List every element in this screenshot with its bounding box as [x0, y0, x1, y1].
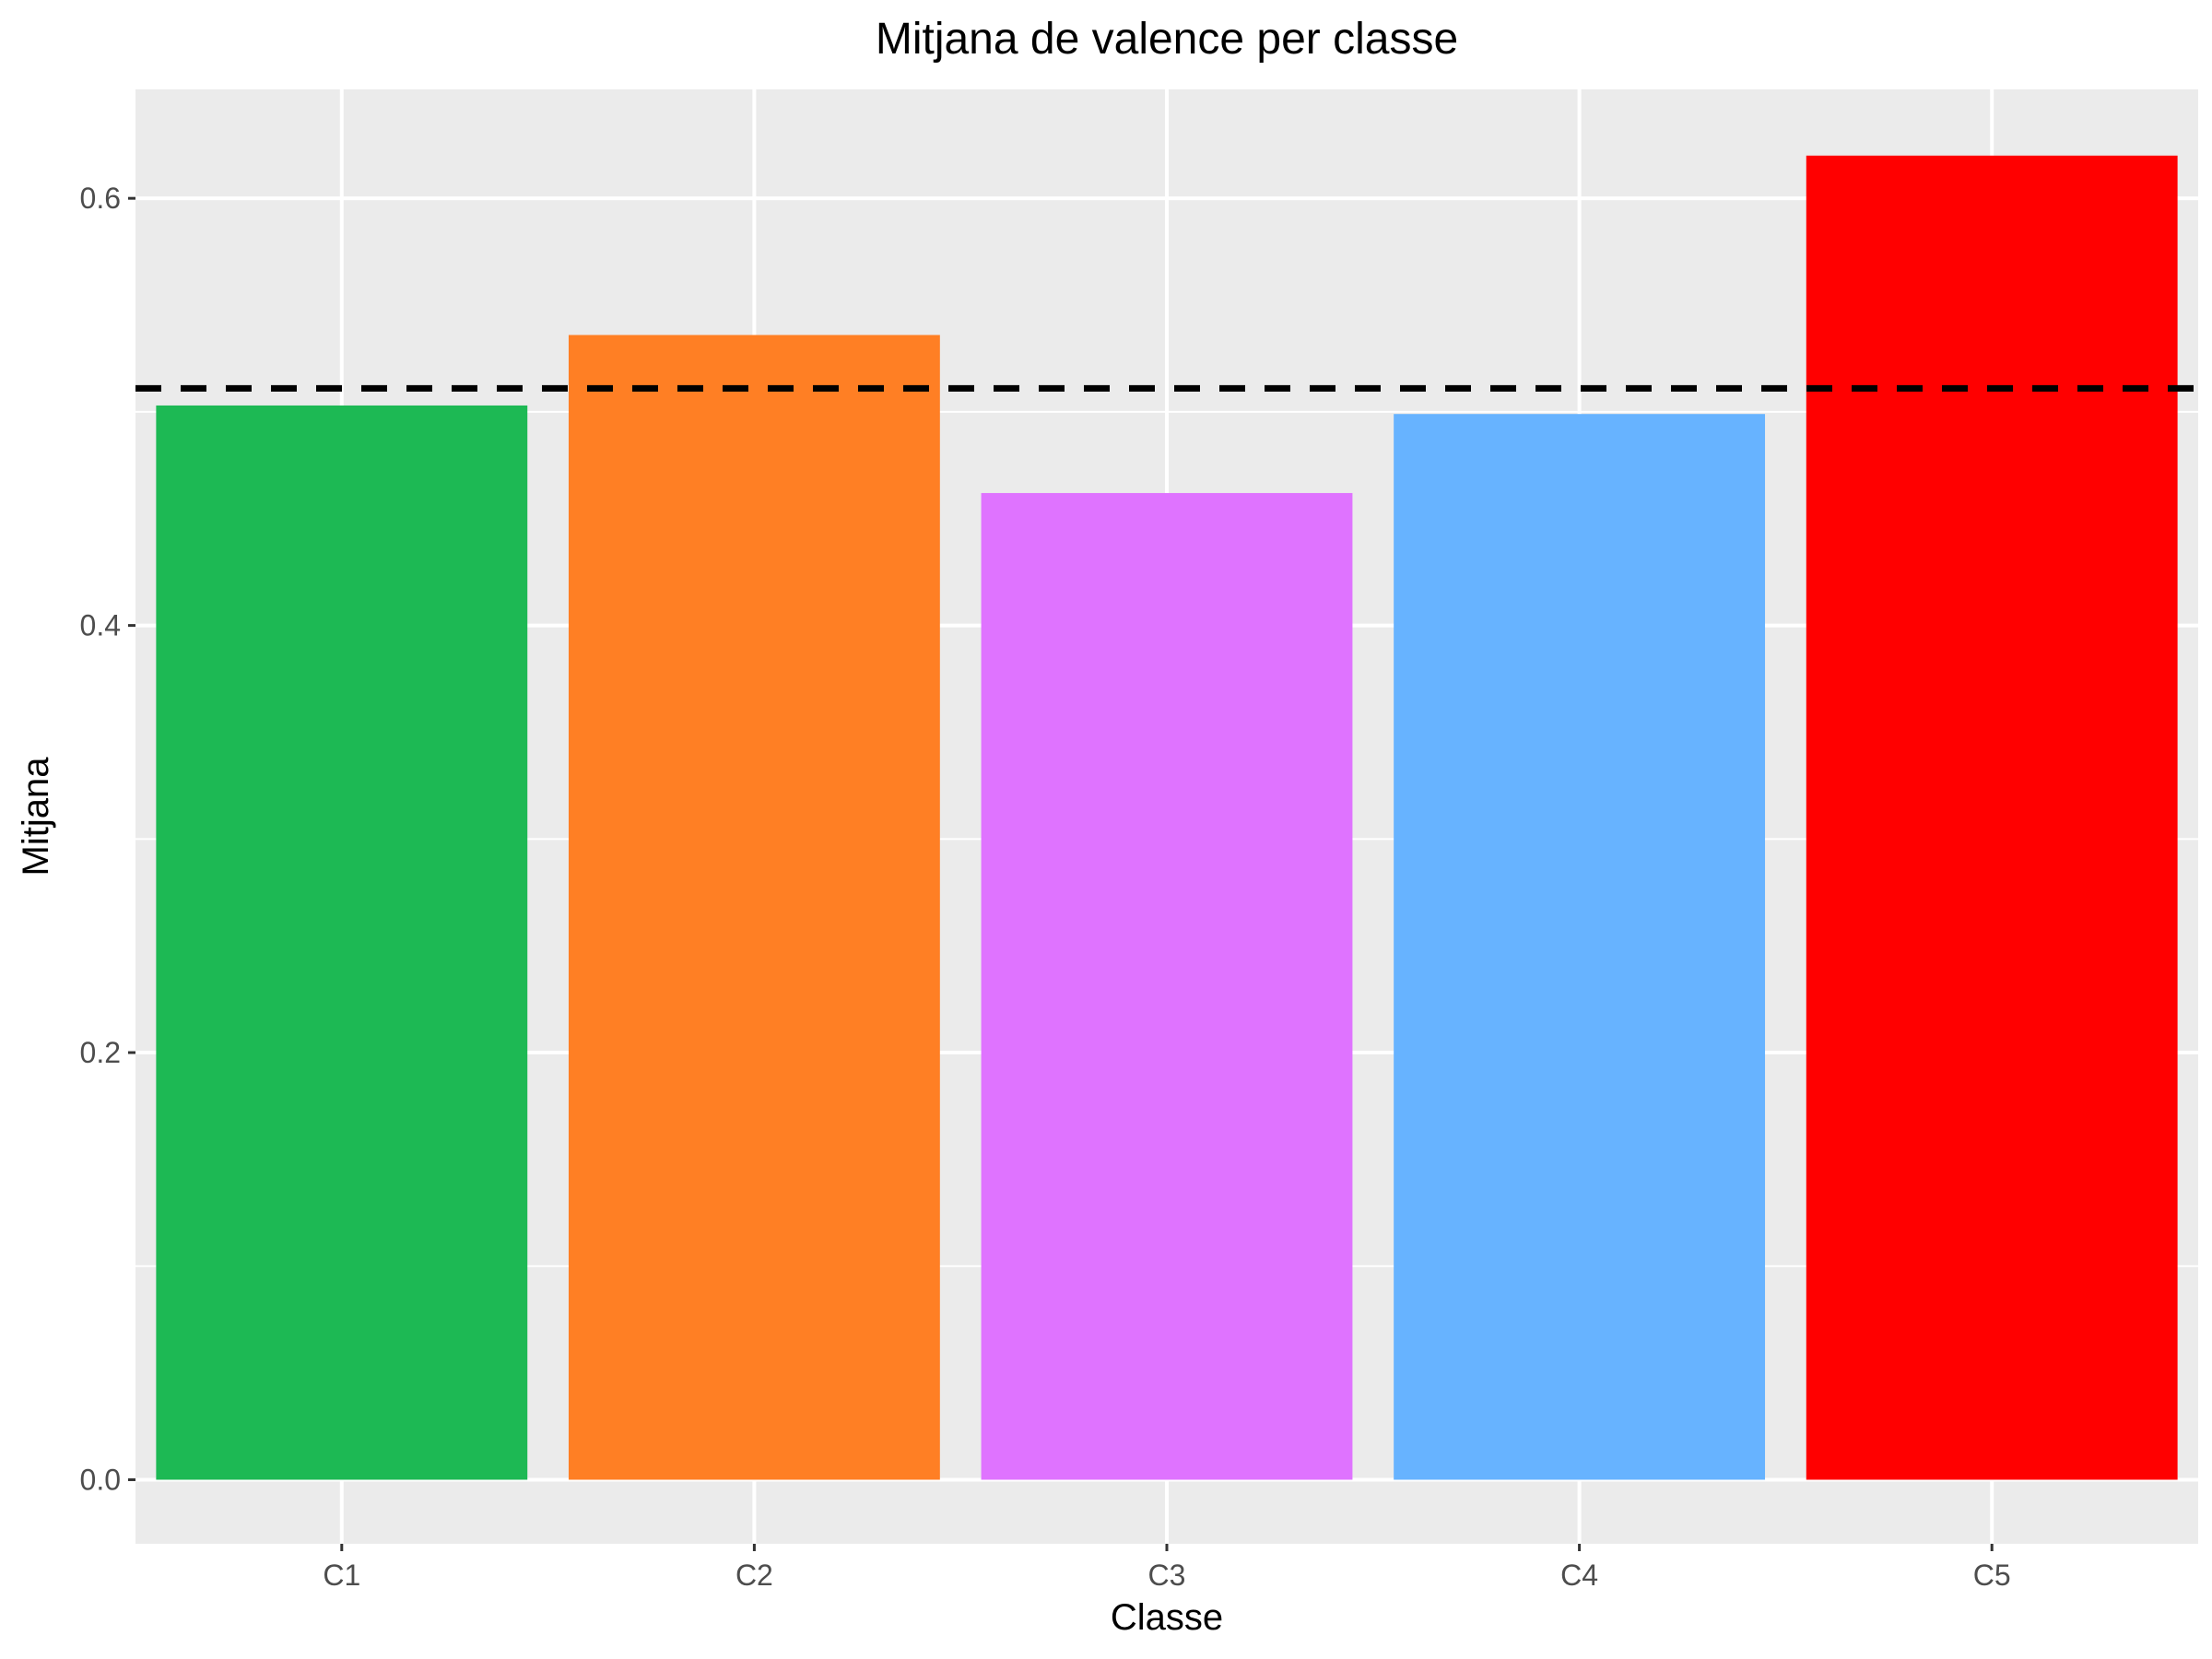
bars	[156, 155, 2178, 1480]
bar-c1	[156, 405, 528, 1480]
y-tick-label: 0.6	[80, 182, 121, 215]
y-tick-label: 0.4	[80, 609, 121, 642]
x-tick-label-c3: C3	[1148, 1559, 1186, 1592]
x-tick-label-c1: C1	[323, 1559, 360, 1592]
x-axis-title: Classe	[1111, 1597, 1223, 1638]
bar-c4	[1394, 414, 1766, 1480]
bar-c5	[1806, 155, 2178, 1480]
x-axis: C1 C2 C3 C4 C5	[323, 1544, 2011, 1592]
y-axis: 0.0 0.2 0.4 0.6	[80, 182, 135, 1496]
bar-c3	[981, 492, 1353, 1480]
chart-title: Mitjana de valence per classe	[876, 15, 1458, 64]
y-axis-title: Mitjana	[16, 757, 56, 877]
x-tick-label-c2: C2	[735, 1559, 773, 1592]
y-tick-label: 0.0	[80, 1463, 121, 1496]
bar-c2	[568, 335, 940, 1480]
x-tick-label-c5: C5	[1973, 1559, 2011, 1592]
y-tick-label: 0.2	[80, 1036, 121, 1069]
x-tick-label-c4: C4	[1560, 1559, 1598, 1592]
